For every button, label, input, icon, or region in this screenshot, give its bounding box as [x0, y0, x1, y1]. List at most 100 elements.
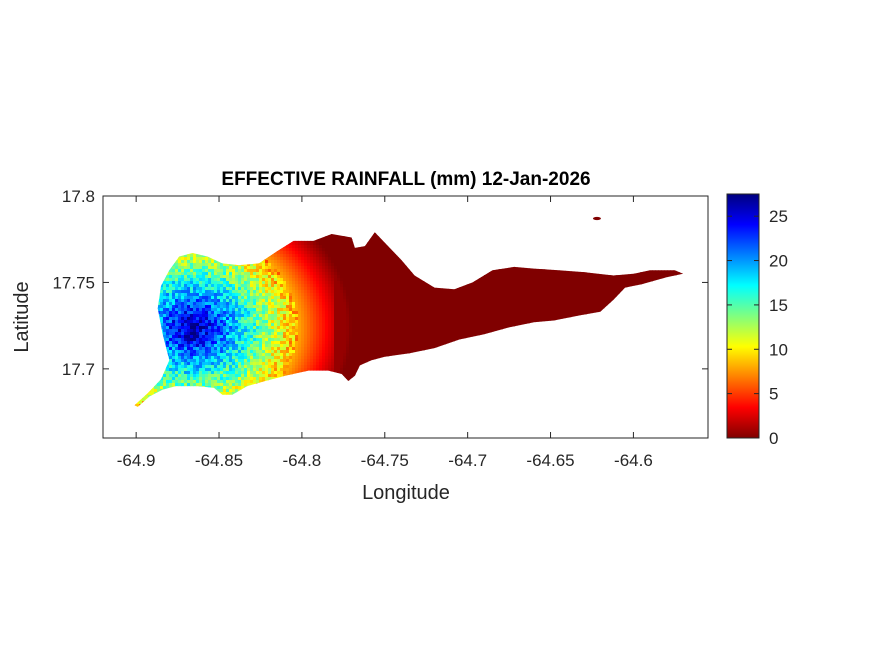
heatmap-cell — [382, 299, 386, 303]
heatmap-cell — [361, 257, 365, 261]
heatmap-cell — [502, 278, 506, 282]
heatmap-cell — [403, 269, 407, 273]
heatmap-cell — [370, 248, 374, 252]
heatmap-cell — [340, 302, 344, 306]
heatmap-cell — [280, 290, 284, 294]
heatmap-cell — [577, 299, 581, 303]
heatmap-cell — [316, 251, 320, 255]
heatmap-cell — [295, 248, 299, 252]
heatmap-cell — [367, 305, 371, 309]
heatmap-cell — [496, 281, 500, 285]
heatmap-cell — [370, 275, 374, 279]
heatmap-cell — [454, 296, 458, 300]
heatmap-cell — [262, 302, 266, 306]
heatmap-cell — [511, 287, 515, 291]
heatmap-cell — [259, 290, 263, 294]
heatmap-cell — [376, 242, 380, 246]
heatmap-cell — [214, 287, 218, 291]
heatmap-cell — [355, 263, 359, 267]
heatmap-cell — [337, 302, 341, 306]
heatmap-cell — [277, 287, 281, 291]
heatmap-cell — [322, 290, 326, 294]
heatmap-cell — [382, 278, 386, 282]
heatmap-cell — [391, 263, 395, 267]
heatmap-cell — [238, 287, 242, 291]
heatmap-cell — [472, 293, 476, 297]
heatmap-cell — [523, 299, 527, 303]
heatmap-cell — [388, 260, 392, 264]
heatmap-cell — [172, 287, 176, 291]
heatmap-cell — [388, 275, 392, 279]
heatmap-cell — [352, 269, 356, 273]
heatmap-cell — [550, 287, 554, 291]
heatmap-cell — [508, 266, 512, 270]
heatmap-cell — [574, 275, 578, 279]
heatmap-cell — [364, 248, 368, 252]
heatmap-cell — [316, 287, 320, 291]
heatmap-cell — [262, 269, 266, 273]
heatmap-cell — [547, 269, 551, 273]
heatmap-cell — [280, 275, 284, 279]
heatmap-cell — [526, 287, 530, 291]
heatmap-cell — [409, 287, 413, 291]
heatmap-cell — [340, 239, 344, 243]
heatmap-cell — [376, 293, 380, 297]
heatmap-cell — [361, 251, 365, 255]
heatmap-cell — [415, 284, 419, 288]
heatmap-cell — [649, 278, 653, 282]
heatmap-cell — [163, 284, 167, 288]
heatmap-cell — [415, 278, 419, 282]
heatmap-cell — [325, 269, 329, 273]
heatmap-cell — [259, 278, 263, 282]
heatmap-cell — [169, 305, 173, 309]
heatmap-cell — [349, 284, 353, 288]
heatmap-cell — [475, 284, 479, 288]
heatmap-cell — [280, 248, 284, 252]
heatmap-cell — [532, 302, 536, 306]
heatmap-cell — [196, 305, 200, 309]
heatmap-cell — [283, 269, 287, 273]
heatmap-cell — [184, 269, 188, 273]
heatmap-cell — [472, 296, 476, 300]
heatmap-cell — [652, 278, 656, 282]
heatmap-cell — [271, 254, 275, 258]
heatmap-cell — [526, 299, 530, 303]
heatmap-cell — [373, 269, 377, 273]
heatmap-cell — [391, 302, 395, 306]
heatmap-cell — [205, 260, 209, 264]
heatmap-cell — [595, 278, 599, 282]
heatmap-cell — [493, 287, 497, 291]
heatmap-cell — [445, 302, 449, 306]
heatmap-cell — [571, 284, 575, 288]
heatmap-cell — [514, 275, 518, 279]
heatmap-cell — [586, 287, 590, 291]
heatmap-cell — [298, 245, 302, 249]
heatmap-cell — [514, 278, 518, 282]
heatmap-cell — [277, 254, 281, 258]
heatmap-cell — [553, 275, 557, 279]
heatmap-cell — [355, 287, 359, 291]
heatmap-cell — [205, 269, 209, 273]
heatmap-cell — [490, 284, 494, 288]
heatmap-cell — [517, 275, 521, 279]
heatmap-cell — [175, 287, 179, 291]
heatmap-cell — [538, 302, 542, 306]
heatmap-cell — [478, 290, 482, 294]
heatmap-cell — [535, 293, 539, 297]
heatmap-cell — [250, 302, 254, 306]
heatmap-cell — [511, 272, 515, 276]
heatmap-cell — [457, 293, 461, 297]
heatmap-cell — [289, 296, 293, 300]
heatmap-cell — [292, 281, 296, 285]
heatmap-cell — [307, 269, 311, 273]
heatmap-cell — [217, 278, 221, 282]
heatmap-cell — [427, 287, 431, 291]
heatmap-cell — [313, 290, 317, 294]
heatmap-cell — [229, 287, 233, 291]
heatmap-cell — [577, 287, 581, 291]
heatmap-cell — [370, 260, 374, 264]
heatmap-cell — [205, 305, 209, 309]
heatmap-cell — [415, 302, 419, 306]
heatmap-cell — [562, 290, 566, 294]
heatmap-cell — [436, 290, 440, 294]
